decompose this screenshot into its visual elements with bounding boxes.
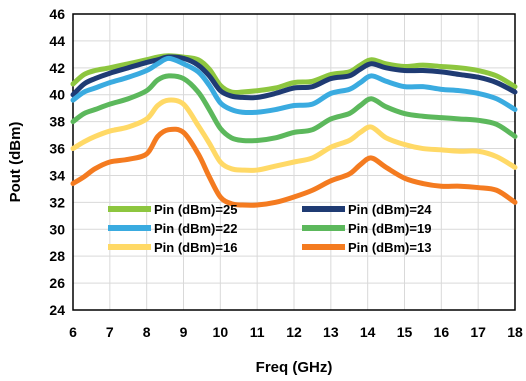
y-tick-label: 30 (49, 221, 65, 237)
x-tick-label: 6 (69, 324, 77, 340)
legend: Pin (dBm)=25 Pin (dBm)=24 Pin (dBm)=22 Pin … (108, 202, 432, 255)
y-tick-label: 46 (49, 6, 65, 22)
y-axis-label: Pout (dBm) (7, 122, 24, 203)
y-tick-label: 40 (49, 87, 65, 103)
series-lines (70, 53, 518, 208)
y-tick-label: 38 (49, 114, 65, 130)
x-tick-label: 7 (106, 324, 114, 340)
legend-label: Pin (dBm)=22 (154, 221, 237, 236)
legend-label: Pin (dBm)=24 (348, 202, 432, 217)
legend-label: Pin (dBm)=16 (154, 240, 237, 255)
y-tick-label: 26 (49, 275, 65, 291)
y-tick-label: 42 (49, 60, 65, 76)
x-tick-label: 8 (143, 324, 151, 340)
x-tick-label: 16 (434, 324, 450, 340)
x-tick-label: 11 (250, 324, 265, 340)
x-tick-label: 14 (360, 324, 376, 340)
series-line-6 (70, 126, 518, 208)
legend-label: Pin (dBm)=19 (348, 221, 431, 236)
y-tick-labels: 24 26 28 30 32 34 36 38 40 42 44 46 (49, 6, 65, 318)
series-line-3 (70, 55, 518, 116)
y-tick-label: 32 (49, 194, 65, 210)
x-tick-label: 15 (397, 324, 413, 340)
y-tick-label: 34 (49, 167, 65, 183)
x-tick-label: 17 (470, 324, 486, 340)
series-line-2 (70, 54, 518, 101)
series-line-5 (70, 97, 518, 173)
x-tick-labels: 6 7 8 9 10 11 12 13 14 15 16 17 18 (69, 324, 523, 340)
x-tick-label: 10 (213, 324, 229, 340)
legend-label: Pin (dBm)=13 (348, 240, 431, 255)
gridlines (73, 14, 515, 310)
series-line-4 (70, 73, 518, 144)
y-tick-label: 28 (49, 248, 65, 264)
legend-label: Pin (dBm)=25 (154, 202, 237, 217)
x-tick-label: 12 (286, 324, 302, 340)
x-tick-label: 18 (507, 324, 523, 340)
plot-area-frame (72, 13, 516, 311)
series-line-1 (70, 53, 518, 96)
x-axis-label: Freq (GHz) (256, 359, 333, 376)
x-tick-label: 13 (323, 324, 339, 340)
y-tick-label: 36 (49, 141, 65, 157)
y-tick-label: 24 (49, 302, 65, 318)
x-tick-label: 9 (180, 324, 188, 340)
y-tick-label: 44 (49, 33, 65, 49)
